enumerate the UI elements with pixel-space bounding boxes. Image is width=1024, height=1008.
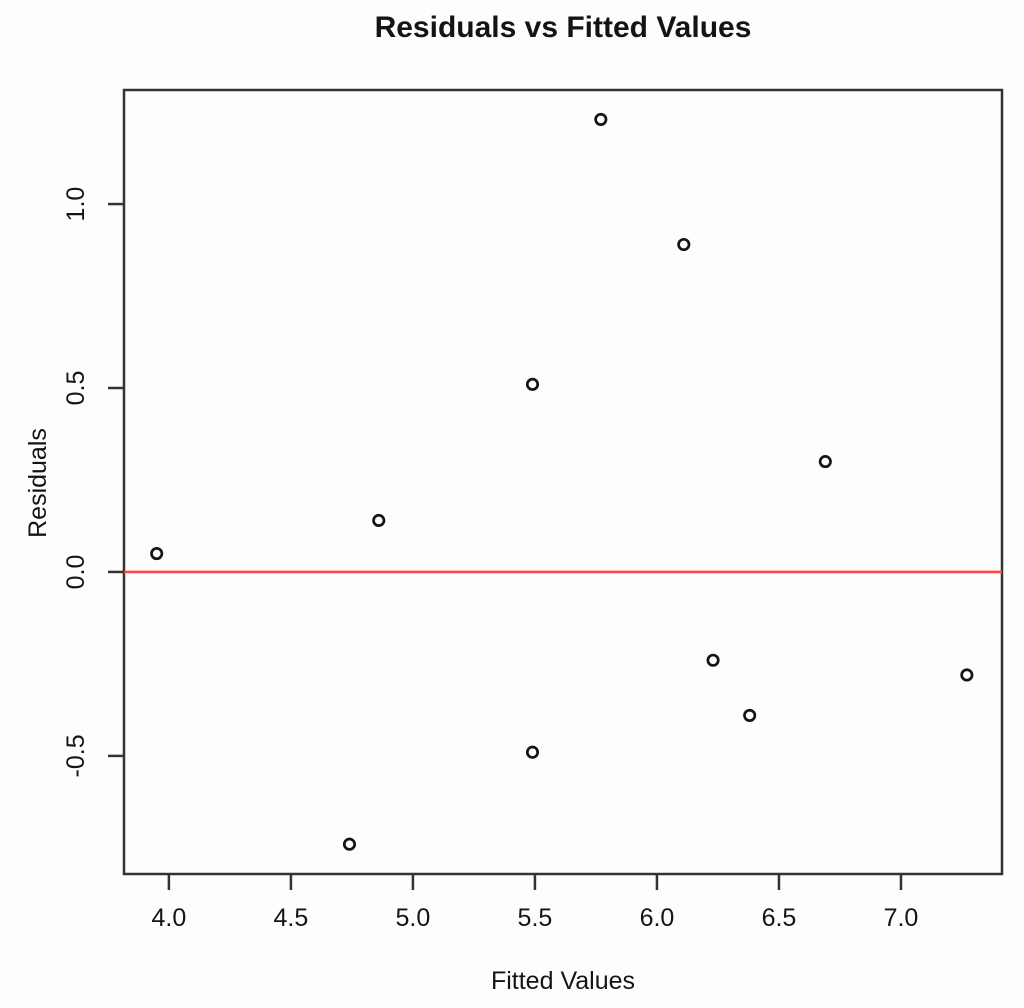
data-point	[960, 668, 974, 682]
x-tick-label: 6.5	[762, 904, 797, 932]
x-tick-label: 4.0	[152, 904, 187, 932]
y-tick-label: 0.0	[62, 555, 90, 590]
data-point	[150, 547, 164, 561]
x-tick-label: 5.5	[518, 904, 553, 932]
y-tick-label: -0.5	[62, 734, 90, 777]
x-tick-label: 4.5	[274, 904, 309, 932]
y-tick-label: 0.5	[62, 371, 90, 406]
x-tick-label: 7.0	[884, 904, 919, 932]
data-point	[372, 513, 386, 527]
data-point	[818, 455, 832, 469]
y-tick-label: 1.0	[62, 187, 90, 222]
x-tick-label: 6.0	[640, 904, 675, 932]
data-point	[594, 112, 608, 126]
data-point	[706, 653, 720, 667]
x-tick-label: 5.0	[396, 904, 431, 932]
x-axis-title: Fitted Values	[490, 967, 636, 995]
data-point	[677, 237, 691, 252]
data-point	[342, 837, 357, 851]
data-point	[743, 708, 757, 722]
data-point	[525, 377, 540, 391]
chart-title: Residuals vs Fitted Values	[374, 11, 752, 44]
data-point	[525, 745, 540, 759]
plot-border	[122, 88, 1004, 876]
